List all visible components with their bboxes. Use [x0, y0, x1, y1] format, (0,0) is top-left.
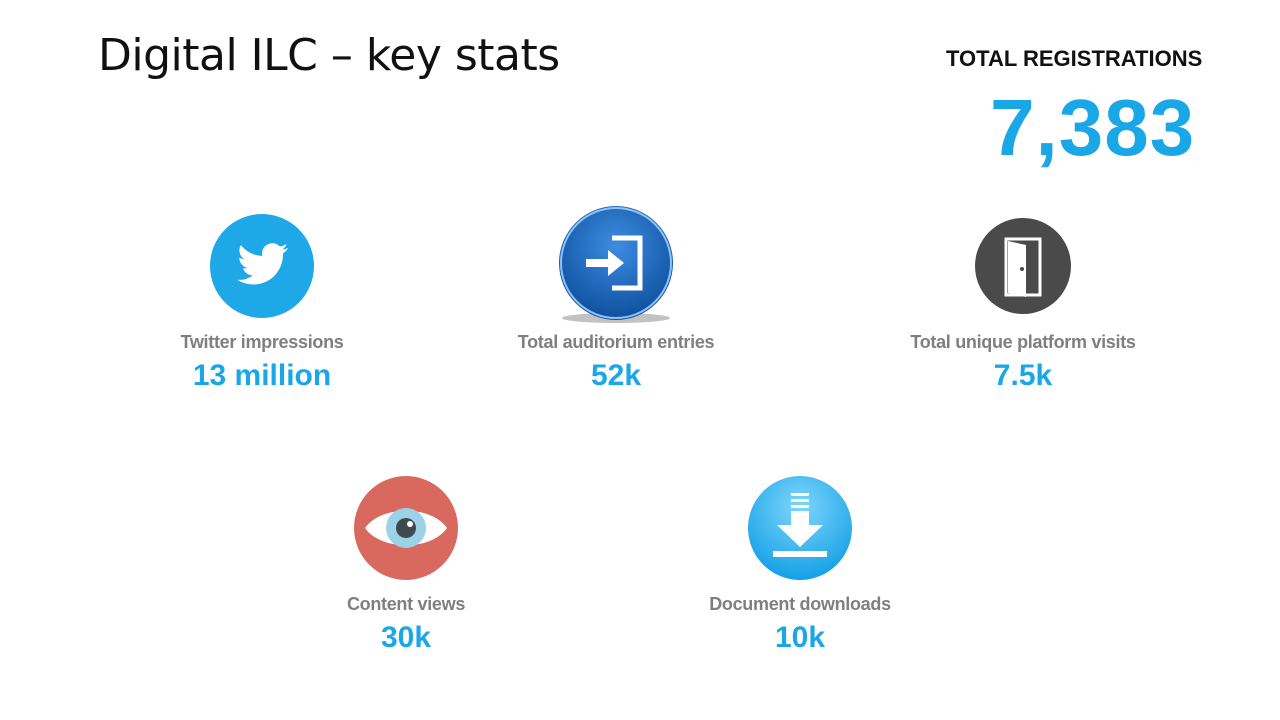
registrations-value: 7,383 [990, 83, 1196, 172]
stat-label: Content views [346, 594, 466, 614]
registrations-label: TOTAL REGISTRATIONS [946, 46, 1203, 71]
stat-value: 30k [380, 621, 432, 654]
stat-label: Total unique platform visits [910, 332, 1136, 352]
stat-twitter-impressions: Twitter impressions 13 million [112, 206, 412, 393]
twitter-bird-icon [202, 206, 322, 326]
stat-unique-platform-visits: Total unique platform visits 7.5k [873, 206, 1173, 393]
open-door-icon [963, 206, 1083, 326]
stat-content-views: Content views 30k [256, 468, 556, 655]
stat-label: Twitter impressions [180, 332, 344, 352]
eye-icon [346, 468, 466, 588]
stat-value: 13 million [192, 359, 332, 392]
stat-value: 10k [774, 621, 826, 654]
stat-value: 52k [590, 359, 642, 392]
stat-document-downloads: Document downloads 10k [650, 468, 950, 655]
stat-label: Total auditorium entries [517, 332, 715, 352]
stat-auditorium-entries: Total auditorium entries 52k [466, 206, 766, 393]
stat-value: 7.5k [993, 359, 1053, 392]
page-title: Digital ILC – key stats [98, 30, 560, 81]
enter-arrow-icon [556, 206, 676, 326]
download-arrow-icon [740, 468, 860, 588]
stat-label: Document downloads [709, 594, 891, 614]
